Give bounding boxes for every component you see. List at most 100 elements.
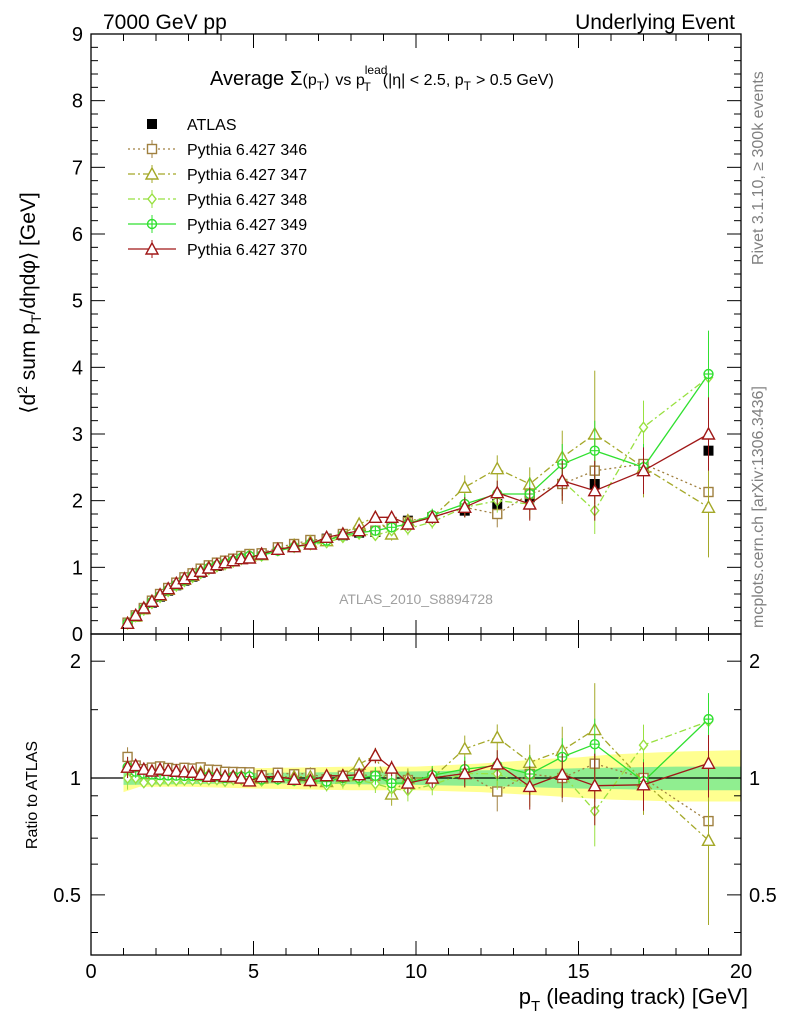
series-5-ratio-point bbox=[270, 769, 286, 783]
series-5-point bbox=[368, 509, 383, 524]
ratio-y-label: Ratio to ATLAS bbox=[24, 741, 41, 849]
series-5-ratio-point bbox=[128, 758, 143, 772]
series-5-point bbox=[522, 496, 537, 510]
legend-entry-4-marker-cross bbox=[148, 220, 156, 228]
x-tick-label: 0 bbox=[85, 961, 96, 983]
main-y-tick-label: 3 bbox=[72, 424, 83, 446]
series-3-point bbox=[638, 421, 649, 434]
series-5-point bbox=[270, 541, 286, 556]
series-5-point bbox=[457, 499, 472, 514]
series-5-point bbox=[303, 536, 318, 550]
series-4-point-cross bbox=[371, 526, 380, 535]
ratio-y-tick-label-right: 1 bbox=[749, 768, 760, 790]
legend-entry-0-label: ATLAS bbox=[187, 117, 237, 134]
main-y-label: ⟨d2 sum pT/dηdφ⟩ [GeV] bbox=[14, 192, 44, 413]
series-5-ratio-point bbox=[226, 769, 241, 783]
series-5-point bbox=[128, 607, 143, 622]
header-left: 7000 GeV pp bbox=[103, 11, 227, 34]
legend-entry-3-marker bbox=[147, 192, 157, 206]
ratio-y-tick-label-right: 2 bbox=[749, 651, 760, 673]
main-y-tick-label: 6 bbox=[72, 224, 83, 246]
series-5-ratio-point bbox=[522, 778, 537, 793]
main-plot-area: 0 1 2 3 4 5 6 7 8 9 bbox=[72, 24, 742, 646]
series-5-ratio-point bbox=[169, 763, 184, 777]
series-4-point-cross bbox=[387, 523, 396, 532]
series-5-ratio-point bbox=[555, 766, 570, 781]
ratio-plot-area: 0 5 10 15 200.5 0.51 12 2 bbox=[53, 34, 777, 983]
mcplots-label: mcplots.cern.ch [arXiv:1306.3436] bbox=[750, 386, 767, 628]
series-5-ratio-point bbox=[177, 764, 192, 778]
series-5-ratio-point bbox=[303, 773, 318, 787]
main-y-tick-label: 8 bbox=[72, 91, 83, 113]
series-4-ratio-point-cross bbox=[704, 715, 713, 724]
series-2-ratio-point bbox=[490, 730, 505, 744]
series-5-point bbox=[701, 426, 716, 440]
main-title: Average Σ(pT) vs plead T (|η| < 2.5, pT > 0.5… bbox=[210, 63, 554, 94]
series-2-point bbox=[701, 499, 716, 514]
series-2-point bbox=[457, 479, 472, 494]
series-5-point bbox=[319, 529, 334, 544]
rivet-label: Rivet 3.1.10, ≥ 300k events bbox=[750, 71, 767, 265]
series-5-ratio-point bbox=[242, 773, 257, 787]
x-tick-label: 15 bbox=[567, 961, 589, 983]
main-y-tick-label: 2 bbox=[72, 491, 83, 513]
series-5-ratio-point bbox=[368, 747, 383, 762]
series-2-point bbox=[490, 461, 505, 475]
main-y-tick-label: 0 bbox=[72, 624, 83, 646]
main-y-tick-label: 5 bbox=[72, 291, 83, 313]
series-2-line bbox=[127, 433, 709, 624]
series-5-ratio-point bbox=[286, 771, 302, 786]
series-5-ratio-point bbox=[400, 775, 416, 789]
series-5-point bbox=[335, 526, 351, 540]
series-5-point bbox=[144, 593, 160, 608]
series-5-ratio-point bbox=[335, 768, 351, 782]
series-5-ratio-point bbox=[161, 762, 176, 777]
series-4-point-cross bbox=[590, 446, 599, 455]
series-4-ratio-point-cross bbox=[387, 779, 396, 788]
ratio-y-tick-label: 1 bbox=[70, 768, 81, 790]
series-5-ratio-point bbox=[254, 769, 269, 783]
series-5-point bbox=[286, 539, 302, 553]
series-5-point bbox=[490, 485, 505, 499]
series-1-line bbox=[127, 463, 709, 624]
series-3-ratio-point bbox=[638, 738, 649, 752]
legend-entry-5-label: Pythia 6.427 370 bbox=[187, 242, 307, 259]
series-5-ratio-point bbox=[152, 761, 168, 775]
series-2-ratio-point bbox=[701, 832, 716, 847]
series-5-ratio-point bbox=[319, 768, 334, 782]
legend-entry-5-marker bbox=[144, 241, 160, 255]
series-5-point bbox=[384, 509, 399, 524]
series-4-point-cross bbox=[704, 370, 713, 378]
series-5-ratio-point bbox=[457, 766, 472, 780]
series-2-ratio-point bbox=[457, 741, 472, 755]
series-5-ratio-point bbox=[234, 770, 249, 784]
main-y-tick-label: 4 bbox=[72, 357, 83, 379]
analysis-watermark: ATLAS_2010_S8894728 bbox=[339, 591, 493, 607]
legend: ATLAS Pythia 6.427 346 Pythia 6.427 347 Pyt… bbox=[128, 117, 307, 259]
ratio-y-tick-label-right: 0.5 bbox=[749, 885, 777, 907]
series-5-point bbox=[425, 509, 440, 524]
series-5-ratio-point bbox=[587, 778, 602, 792]
series-5-ratio-point bbox=[636, 777, 651, 791]
series-5-point bbox=[555, 473, 570, 487]
series-5-point bbox=[400, 516, 416, 530]
legend-entry-3-label: Pythia 6.427 348 bbox=[187, 192, 307, 209]
series-5-ratio-point bbox=[701, 755, 716, 770]
series-5-point bbox=[254, 546, 269, 560]
legend-entry-1-label: Pythia 6.427 346 bbox=[187, 142, 307, 159]
series-5-point bbox=[120, 615, 135, 630]
series-5-ratio-point bbox=[185, 764, 200, 778]
main-y-tick-label: 7 bbox=[72, 157, 83, 179]
series-5-point bbox=[636, 463, 651, 477]
x-tick-label: 10 bbox=[405, 961, 427, 983]
series-4-ratio-point-cross bbox=[371, 771, 380, 780]
series-4-ratio-point-cross bbox=[590, 740, 599, 749]
legend-entry-2-marker bbox=[144, 166, 160, 180]
legend-entry-4-label: Pythia 6.427 349 bbox=[187, 217, 307, 234]
series-5-ratio-point bbox=[384, 760, 399, 774]
header-right: Underlying Event bbox=[575, 11, 735, 34]
legend-entry-0-marker bbox=[147, 119, 157, 129]
series-5-ratio-point bbox=[490, 756, 505, 770]
